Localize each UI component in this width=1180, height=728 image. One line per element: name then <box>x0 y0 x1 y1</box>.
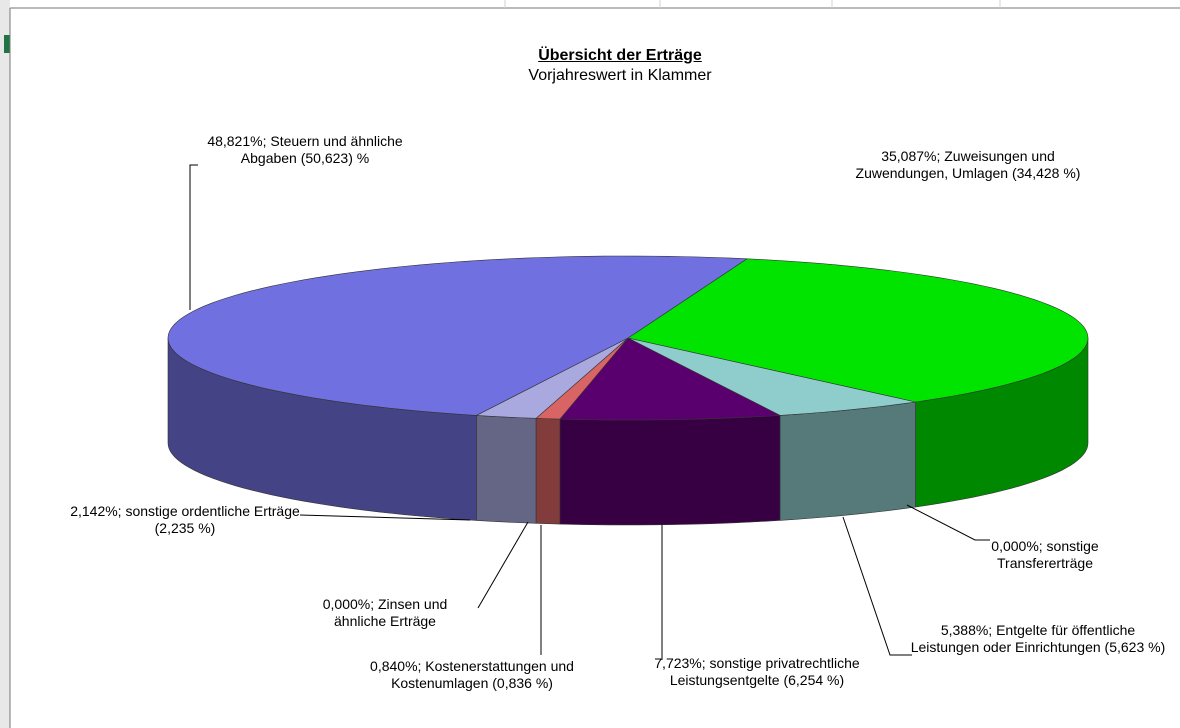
pie-side <box>535 418 561 525</box>
pie-slice <box>559 337 782 421</box>
pie-side <box>476 415 537 524</box>
chart-subtitle: Vorjahreswert in Klammer <box>528 67 712 84</box>
pie-side <box>559 415 781 526</box>
data-label: 0,000%; Zinsen und ähnliche Erträge <box>322 596 448 629</box>
data-label: 5,388%; Entgelte für öffentliche Leistun… <box>910 622 1166 655</box>
data-label: 35,087%; Zuweisungen und Zuwendungen, Um… <box>855 148 1081 181</box>
pie-sides <box>167 337 1089 526</box>
row-header <box>0 0 10 728</box>
leader-lines <box>189 164 990 660</box>
data-label: 48,821%; Steuern und ähnliche Abgaben (5… <box>207 133 403 166</box>
sheet-marker <box>4 35 10 53</box>
column-lines <box>504 0 1001 8</box>
data-label: 0,840%; Kostenerstattungen und Kostenuml… <box>370 658 574 691</box>
pie-slice <box>167 255 748 416</box>
data-label: 2,142%; sonstige ordentliche Erträge (2,… <box>70 503 300 536</box>
pie-tops <box>167 255 1089 421</box>
data-label: 0,000%; sonstige Transfererträge <box>991 538 1099 571</box>
pie-slice <box>627 337 916 416</box>
data-label: 7,723%; sonstige privatrechtliche Leistu… <box>654 655 860 688</box>
pie-side <box>779 401 916 521</box>
chart-title: Übersicht der Erträge <box>538 47 702 64</box>
pie-slice <box>627 258 1089 403</box>
